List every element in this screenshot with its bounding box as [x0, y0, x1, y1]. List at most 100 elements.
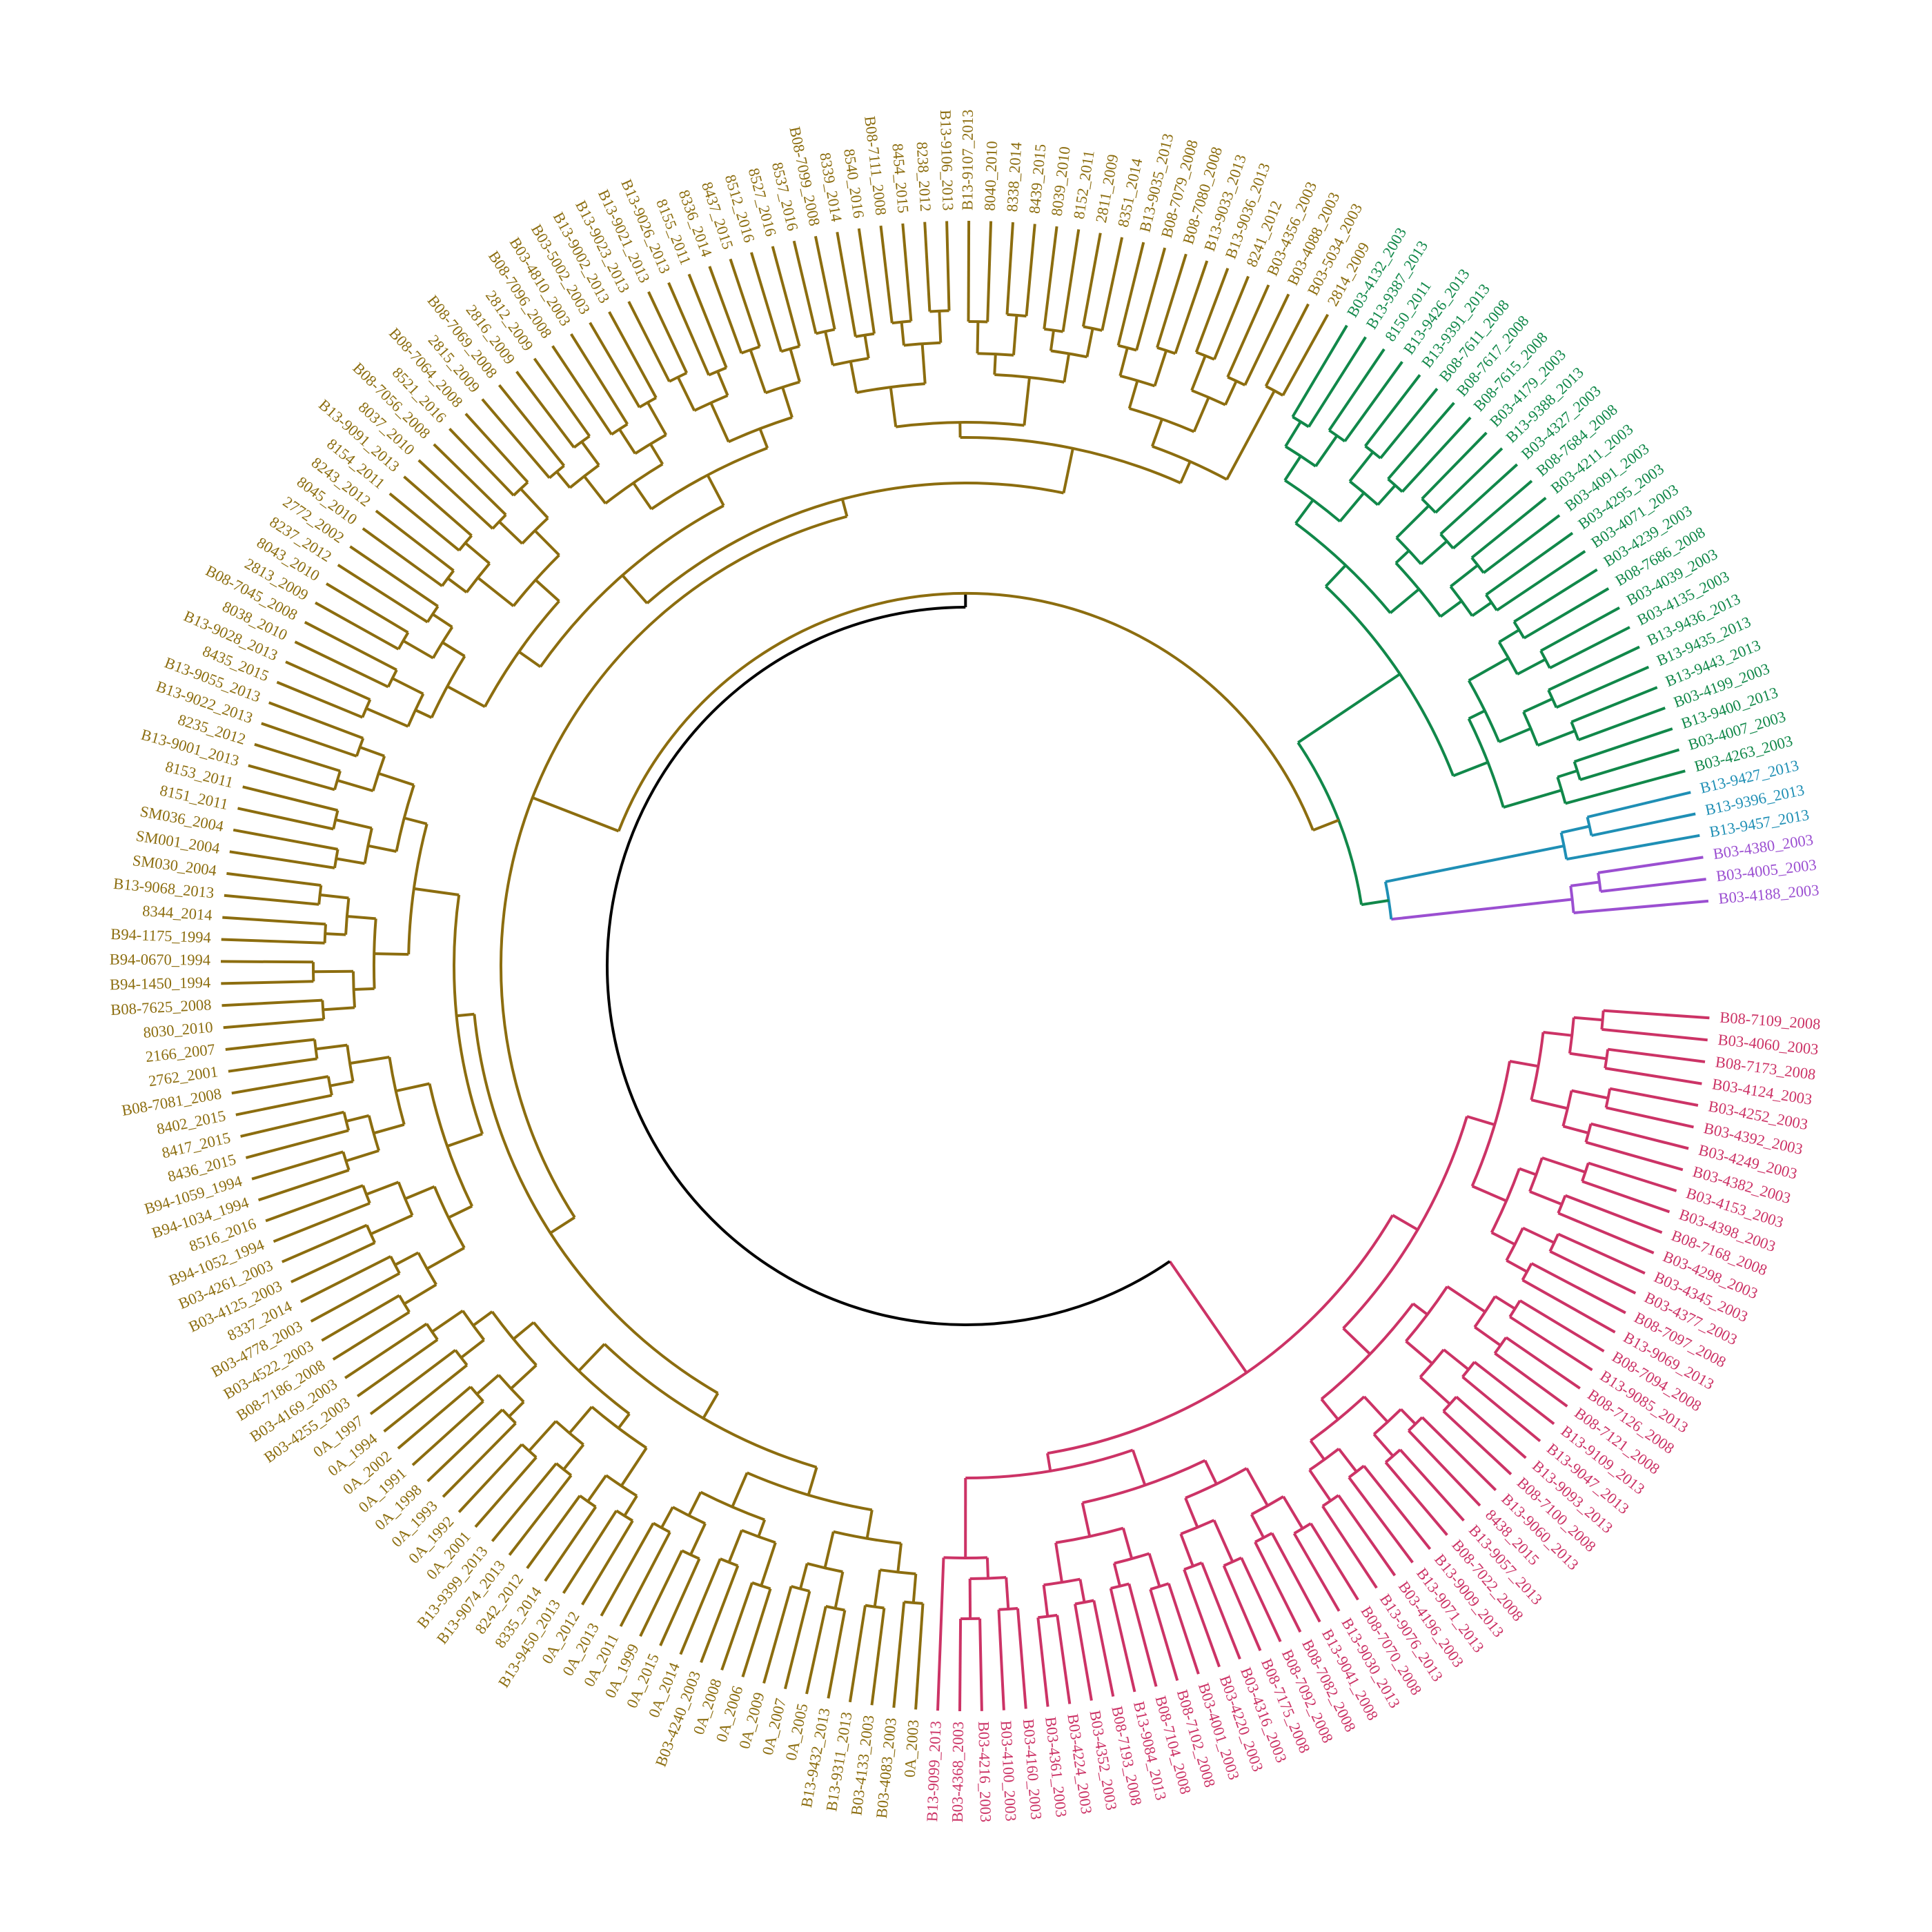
branch	[1118, 347, 1129, 377]
branch	[1439, 463, 1519, 535]
branch-arc	[1449, 585, 1474, 617]
branch	[1557, 1212, 1655, 1254]
branch	[689, 1523, 707, 1556]
branch	[1565, 769, 1686, 805]
tip-label: B03-4100_2003	[997, 1720, 1019, 1822]
branch	[222, 916, 326, 926]
branch	[1016, 1608, 1027, 1709]
branch	[515, 371, 575, 448]
branch	[807, 1466, 818, 1496]
branch	[1167, 1583, 1200, 1675]
branch	[647, 291, 689, 374]
branch	[533, 529, 560, 556]
branch	[997, 1609, 1005, 1711]
branch	[620, 1447, 648, 1487]
branch	[337, 564, 428, 624]
branch	[1455, 1395, 1527, 1459]
branch	[1062, 448, 1074, 493]
branch	[1250, 1513, 1265, 1539]
branch	[1555, 665, 1650, 709]
branch	[1399, 1448, 1465, 1522]
branch	[388, 492, 460, 552]
branch	[1587, 791, 1691, 819]
branch	[1284, 421, 1302, 448]
branch	[1240, 1557, 1282, 1643]
branch	[1517, 658, 1546, 676]
branch-arc	[323, 924, 327, 943]
tip-label: B94-1175_1994	[110, 925, 211, 946]
branch	[1281, 313, 1330, 396]
branch	[1421, 431, 1488, 500]
tip-label: 8238_2012	[914, 141, 935, 212]
branch	[608, 310, 658, 399]
branch	[1116, 241, 1145, 346]
branch	[1607, 1047, 1706, 1063]
branch	[404, 816, 428, 826]
branch	[1364, 374, 1421, 447]
branch	[741, 1588, 772, 1677]
branch-arc	[397, 1294, 411, 1313]
branch-arc	[397, 631, 410, 650]
branch	[618, 428, 637, 455]
branch	[245, 1129, 349, 1159]
branch	[1078, 1579, 1086, 1603]
branch	[578, 1343, 606, 1372]
branch	[749, 252, 783, 352]
branch	[1342, 1327, 1371, 1355]
branch-arc	[1467, 718, 1505, 808]
branch	[254, 742, 341, 773]
branch	[1254, 1541, 1302, 1633]
branch	[1348, 1477, 1414, 1564]
branch-arc	[1408, 1416, 1423, 1432]
branch	[568, 1406, 593, 1435]
branch	[1395, 504, 1430, 539]
branch	[228, 1057, 317, 1073]
branch	[870, 1608, 886, 1706]
branch	[1292, 1532, 1341, 1612]
branch-layer	[220, 220, 1710, 1712]
branch	[1179, 461, 1192, 484]
branch-arc	[555, 1462, 573, 1477]
branch	[394, 1251, 420, 1266]
branch	[1308, 1469, 1332, 1502]
branch	[1135, 247, 1167, 351]
branch	[491, 1462, 558, 1542]
branch	[335, 818, 373, 830]
branch	[760, 1541, 777, 1586]
branch	[391, 677, 424, 696]
branch-arc	[693, 394, 729, 412]
branch	[580, 441, 600, 466]
branch	[325, 932, 346, 936]
branch	[687, 273, 728, 368]
branch	[319, 893, 349, 900]
branch	[510, 1364, 538, 1390]
branch	[344, 1322, 428, 1379]
branch	[337, 778, 374, 793]
branch-arc	[1521, 1263, 1533, 1281]
branch-arc	[825, 1605, 845, 1612]
branch	[1600, 878, 1706, 893]
branch	[834, 1571, 845, 1609]
branch	[1385, 844, 1565, 883]
branch	[1566, 834, 1700, 861]
branch	[1092, 1600, 1115, 1697]
branch	[1419, 1376, 1451, 1406]
branch	[377, 771, 415, 787]
branch	[472, 1310, 493, 1327]
branch	[1523, 697, 1553, 713]
tip-label: B13-9099_2013	[923, 1721, 945, 1822]
branch	[1363, 1465, 1432, 1550]
branch	[1337, 1494, 1397, 1577]
branch	[1548, 645, 1640, 691]
branch	[1606, 1106, 1694, 1129]
branch	[1264, 303, 1310, 387]
branch	[1494, 1352, 1568, 1408]
tip-label: B94-1450_1994	[110, 974, 211, 993]
branch-arc	[1110, 1582, 1130, 1590]
branch	[261, 722, 357, 758]
branch-arc	[1384, 1448, 1401, 1463]
branch	[1529, 1190, 1563, 1206]
branch-arc	[1473, 1295, 1497, 1328]
branch-arc	[333, 849, 339, 869]
branch	[1522, 1226, 1555, 1244]
